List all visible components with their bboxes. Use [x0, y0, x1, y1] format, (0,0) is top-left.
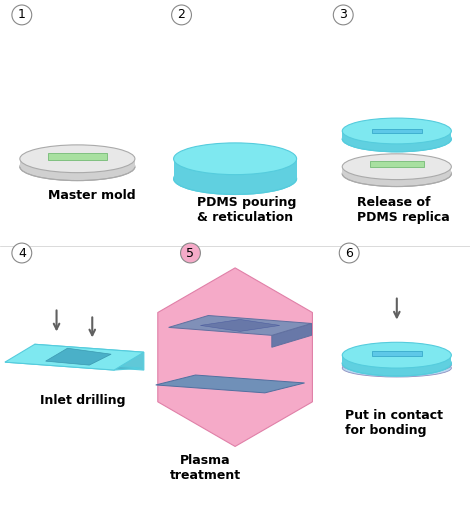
- Polygon shape: [342, 167, 451, 174]
- Polygon shape: [169, 315, 311, 335]
- Text: 2: 2: [178, 9, 185, 21]
- Circle shape: [181, 243, 201, 263]
- Text: Inlet drilling: Inlet drilling: [40, 394, 125, 407]
- Polygon shape: [201, 320, 280, 331]
- Ellipse shape: [342, 356, 451, 374]
- Polygon shape: [372, 129, 421, 134]
- Circle shape: [172, 5, 191, 25]
- Ellipse shape: [173, 143, 297, 175]
- Ellipse shape: [342, 359, 451, 377]
- Ellipse shape: [342, 350, 451, 376]
- Circle shape: [333, 5, 353, 25]
- Ellipse shape: [20, 145, 135, 173]
- Polygon shape: [156, 375, 305, 393]
- Text: 3: 3: [339, 9, 347, 21]
- Ellipse shape: [173, 163, 297, 195]
- Polygon shape: [342, 355, 451, 363]
- Circle shape: [12, 243, 32, 263]
- Ellipse shape: [342, 126, 451, 152]
- Text: 5: 5: [186, 246, 194, 260]
- Circle shape: [339, 243, 359, 263]
- Polygon shape: [46, 348, 111, 365]
- Text: 4: 4: [18, 246, 26, 260]
- Circle shape: [12, 5, 32, 25]
- Ellipse shape: [342, 342, 451, 368]
- Text: Put in contact
for bonding: Put in contact for bonding: [345, 409, 443, 437]
- Ellipse shape: [342, 154, 451, 180]
- Polygon shape: [47, 153, 107, 160]
- Polygon shape: [272, 324, 311, 347]
- Ellipse shape: [342, 161, 451, 186]
- Text: Plasma
treatment: Plasma treatment: [170, 454, 241, 483]
- Polygon shape: [5, 344, 144, 370]
- Polygon shape: [173, 159, 297, 179]
- Text: 6: 6: [345, 246, 353, 260]
- Polygon shape: [342, 131, 451, 139]
- Text: Master mold: Master mold: [47, 188, 135, 202]
- Text: PDMS pouring
& reticulation: PDMS pouring & reticulation: [197, 197, 297, 225]
- Ellipse shape: [20, 153, 135, 180]
- Polygon shape: [20, 159, 135, 167]
- Polygon shape: [35, 344, 144, 370]
- Polygon shape: [5, 360, 142, 370]
- Polygon shape: [158, 268, 312, 447]
- Polygon shape: [372, 351, 421, 356]
- Text: Release of
PDMS replica: Release of PDMS replica: [357, 197, 450, 225]
- Polygon shape: [370, 161, 424, 167]
- Ellipse shape: [342, 118, 451, 144]
- Text: 1: 1: [18, 9, 26, 21]
